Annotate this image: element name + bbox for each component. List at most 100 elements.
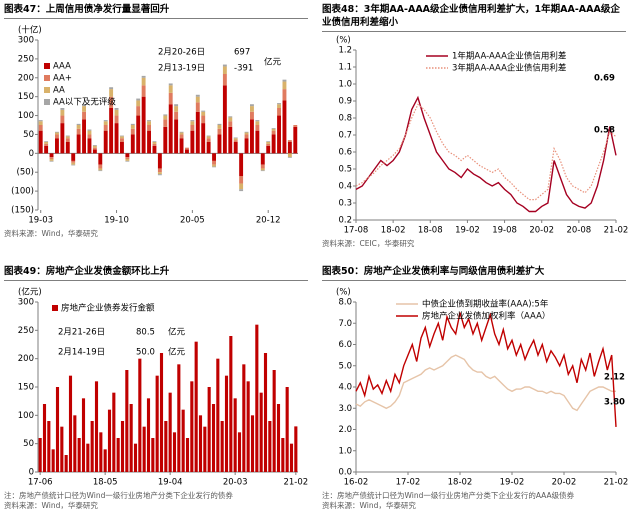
bar [98,153,103,165]
bar [250,111,254,120]
bar [71,162,76,165]
bar [217,128,222,135]
bar [198,415,203,472]
legend-swatch [44,87,50,93]
x-tick-label: 18-02 [448,478,473,488]
chart-title: 图表50：房地产企业发债利率与同级信用债利差扩大 [322,265,626,281]
bar [86,443,90,472]
bar [92,145,97,148]
bar [287,140,292,142]
bar [259,392,263,472]
bar [190,130,195,154]
bar [179,138,184,154]
bar [195,111,200,154]
y-tick-label: 200 [18,73,34,83]
y-tick-label: 150 [18,92,34,102]
y-tick-label: 0.3 [338,199,352,209]
bar [146,398,151,472]
bar [212,160,216,165]
bar [76,134,81,154]
y-tick-label: (150) [11,206,34,216]
annotation: 2月20-26日 [158,48,205,58]
bar [190,120,195,122]
bar [229,336,233,472]
bar [49,160,54,162]
bar [109,89,114,97]
chart: (十亿) (150) (100) (50) 0 50 100 150 200 250 300 19-0… [11,25,298,226]
bar [266,142,271,144]
bar [152,141,157,142]
y-tick-label: 150 [18,383,34,393]
bar [239,189,244,192]
bar [120,138,124,142]
bar [228,117,233,122]
x-tick-label: 20-03 [223,478,248,488]
bar [60,108,65,110]
bar [250,106,254,112]
bar [233,138,238,141]
chart-source: 资料来源：Wind，华泰研究 [4,501,98,510]
y-tick-label: 4.0 [338,383,352,393]
bar [217,134,222,154]
bar [266,145,271,154]
bar [201,115,206,124]
x-tick-label: 17-02 [396,478,421,488]
bar [207,387,211,472]
bar [125,159,130,161]
bar [103,125,108,131]
x-tick-label: 19-02 [500,478,525,488]
bar [147,125,151,131]
y-axis-label: (%) [336,288,351,298]
bar [163,114,168,116]
annotation: 2.12 [604,373,625,383]
y-tick-label: 0.0 [338,468,352,478]
line-series [355,354,616,412]
x-tick-label: 20-05 [180,216,205,226]
x-tick-label: 21-02 [604,478,629,488]
bar [77,438,81,472]
x-tick-label: 19-02 [455,226,480,236]
bar [293,126,298,154]
bar [195,96,200,103]
bar [60,109,65,116]
bar [129,404,133,472]
legend-label: AA+ [53,74,72,84]
bar [277,115,281,154]
bar [116,438,120,472]
bar [73,415,77,472]
bar [195,102,200,112]
bar [255,324,259,472]
bar [147,120,151,122]
bar [285,387,289,472]
bar [255,120,260,122]
bar [114,109,119,116]
annotation: 80.5 [136,328,155,338]
bar [103,449,107,472]
bar [224,375,229,472]
bar [82,106,86,112]
bar [38,121,43,125]
chart-title: 图表47：上周信用债净发行量显著回升 [4,3,308,19]
chart-panel: 图表48：3年期AA-AAA级企业债信用利差扩大，1年期AA-AAA级企业债信用… [318,0,630,258]
bar [136,100,141,107]
bar [217,125,222,129]
bar [222,66,227,74]
bar [163,115,168,120]
bar [271,130,276,135]
bar [239,153,244,176]
y-tick-label: 1.1 [338,63,352,73]
bar [141,96,146,154]
x-tick-label: 20-12 [256,216,281,226]
bar [293,125,298,127]
annotation: 2月13-19日 [158,64,205,74]
bar [157,153,162,169]
bar [114,115,119,124]
bar [239,176,244,184]
x-tick-label: 19-04 [158,478,183,488]
bar [92,147,97,150]
legend-swatch [52,305,58,311]
chart-note: 注：房地产债统计口径为Wind一级行业房地产分类下企业发行的债券 [4,491,233,500]
bar [222,85,227,154]
bar [185,147,189,150]
x-tick-label: 21-02 [604,226,629,236]
